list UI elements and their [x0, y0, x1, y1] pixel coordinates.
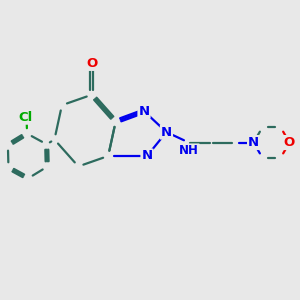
Text: N: N: [161, 126, 172, 139]
Text: O: O: [284, 136, 295, 149]
Text: O: O: [86, 57, 98, 70]
Text: Cl: Cl: [18, 111, 32, 124]
Text: N: N: [142, 149, 153, 163]
Text: N: N: [139, 105, 150, 118]
Text: NH: NH: [179, 144, 199, 158]
Text: N: N: [248, 136, 259, 149]
